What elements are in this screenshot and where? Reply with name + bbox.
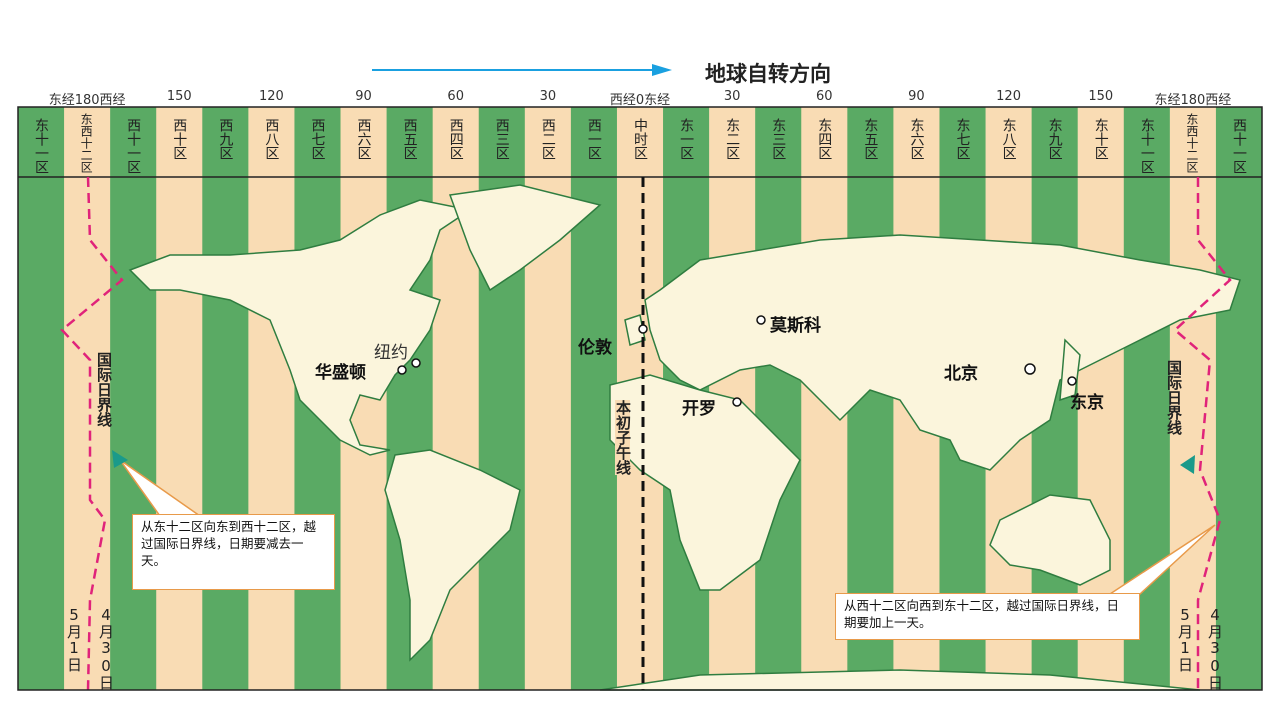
eurasia: [644, 234, 1241, 471]
longitude-label: 120: [258, 89, 284, 104]
zone-column: [18, 107, 65, 690]
dateline-left: [60, 176, 124, 691]
note-box: 从东十二区向东到西十二区，越过国际日界线，日期要减去一天。: [132, 514, 335, 590]
date-label: 5月1日: [1176, 606, 1194, 672]
city-marker: [732, 397, 742, 407]
zone-label: 东西十二区: [79, 113, 94, 173]
city-label: 纽约: [374, 343, 408, 363]
zone-label: 西四区: [447, 118, 464, 160]
zone-label: 东西十二区: [1184, 113, 1199, 173]
longitude-label: 120: [996, 89, 1021, 104]
japan: [1059, 338, 1081, 402]
date-label: 5月1日: [65, 606, 83, 672]
city-label: 华盛顿: [315, 363, 366, 383]
south-america: [384, 449, 521, 662]
longitude-label: 150: [166, 89, 192, 104]
arrow-head: [652, 64, 672, 76]
zone-column: [1169, 107, 1217, 690]
zone-label: 西十区: [171, 118, 188, 160]
longitude-label: 30: [539, 89, 557, 104]
city-marker: [397, 365, 407, 375]
zone-column: [156, 107, 203, 690]
dateline-label: 国际日界线: [95, 352, 113, 427]
zone-label: 西五区: [401, 118, 418, 160]
africa: [609, 374, 801, 591]
longitude-label: 150: [1088, 89, 1114, 104]
zone-column: [755, 107, 802, 690]
city-marker: [1024, 363, 1036, 375]
ship-icon: [1180, 455, 1195, 474]
note-box: 从西十二区向西到东十二区，越过国际日界线，日期要加上一天。: [835, 593, 1140, 640]
zone-column: [248, 107, 295, 690]
zone-label: 东七区: [954, 118, 971, 160]
australia: [989, 494, 1111, 586]
uk: [624, 314, 646, 346]
city-marker: [1067, 376, 1077, 386]
zone-label: 东四区: [816, 118, 833, 160]
city-label: 莫斯科: [770, 316, 821, 336]
zone-label: 东八区: [1000, 118, 1017, 160]
zone-label: 东三区: [770, 118, 787, 160]
city-label: 东京: [1070, 393, 1104, 413]
greenland: [448, 184, 602, 292]
zone-label: 东一区: [678, 118, 695, 160]
zone-label: 东六区: [908, 118, 925, 160]
continents: [128, 184, 1241, 691]
zone-label: 西七区: [309, 118, 326, 160]
map-frame: [17, 106, 1263, 691]
dateline-right: [1173, 177, 1232, 690]
zone-label: 西九区: [217, 118, 234, 160]
zone-label: 西二区: [539, 118, 556, 160]
zone-label: 西十一区: [125, 118, 142, 174]
zone-columns: [18, 107, 1263, 690]
zone-label: 东二区: [724, 118, 741, 160]
zone-column: [1215, 107, 1263, 690]
dateline-label: 国际日界线: [1165, 360, 1183, 435]
zone-label: 中时区: [632, 118, 648, 160]
zone-column: [110, 107, 157, 690]
longitude-label: 90: [355, 89, 372, 104]
zone-column: [64, 107, 111, 690]
title: 地球自转方向: [705, 62, 831, 86]
zone-label: 西三区: [493, 118, 510, 160]
zone-label: 西六区: [355, 118, 372, 160]
longitude-label: 东经180西经: [1154, 93, 1232, 108]
city-label: 伦敦: [578, 338, 612, 358]
city-marker: [411, 358, 421, 368]
city-label: 北京: [944, 364, 978, 384]
longitude-label: 西经0东经: [609, 93, 671, 108]
zone-label: 西八区: [263, 118, 280, 160]
zone-label: 东十一区: [1138, 118, 1155, 174]
zone-column: [202, 107, 249, 690]
longitude-label: 60: [816, 89, 833, 104]
longitude-label: 60: [447, 89, 464, 104]
north-america: [128, 199, 472, 456]
zone-label: 东九区: [1046, 118, 1063, 160]
city-marker: [638, 324, 648, 334]
longitude-label: 90: [908, 89, 925, 104]
city-markers: [397, 315, 1077, 407]
zone-label: 东十区: [1092, 118, 1109, 160]
zone-label: 东五区: [862, 118, 879, 160]
meridian-label: 本初子午线: [614, 400, 632, 475]
zone-label: 西一区: [585, 118, 602, 160]
date-label: 4月30日: [97, 606, 115, 690]
date-label: 4月30日: [1206, 606, 1224, 690]
city-label: 开罗: [682, 399, 716, 419]
zone-label: 东十一区: [33, 118, 50, 174]
longitude-label: 30: [723, 89, 741, 104]
city-marker: [756, 315, 766, 325]
ship-icon: [112, 450, 128, 468]
zone-label: 西十一区: [1230, 118, 1247, 174]
longitude-label: 东经180西经: [48, 93, 126, 108]
